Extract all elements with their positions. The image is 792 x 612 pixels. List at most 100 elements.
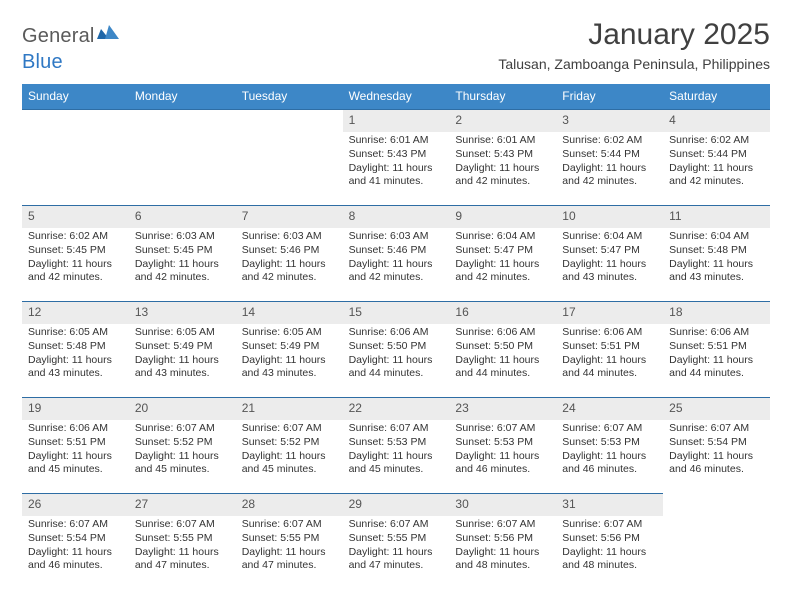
day-info: Sunrise: 6:02 AMSunset: 5:44 PMDaylight:…: [663, 132, 770, 193]
daylight-line: Daylight: 11 hours and 45 minutes.: [242, 450, 337, 478]
daylight-line: Daylight: 11 hours and 45 minutes.: [349, 450, 444, 478]
title-block: January 2025 Talusan, Zamboanga Peninsul…: [498, 18, 770, 72]
daylight-line: Daylight: 11 hours and 48 minutes.: [455, 546, 550, 574]
sunrise-line: Sunrise: 6:03 AM: [242, 230, 337, 244]
daylight-line: Daylight: 11 hours and 42 minutes.: [562, 162, 657, 190]
weekday-label: Saturday: [663, 84, 770, 109]
day-number: 26: [22, 494, 129, 516]
page-title: January 2025: [498, 18, 770, 52]
daylight-line: Daylight: 11 hours and 43 minutes.: [28, 354, 123, 382]
calendar-cell: 21Sunrise: 6:07 AMSunset: 5:52 PMDayligh…: [236, 397, 343, 483]
day-number: 20: [129, 398, 236, 420]
day-info: Sunrise: 6:02 AMSunset: 5:45 PMDaylight:…: [22, 228, 129, 289]
calendar-cell: 28Sunrise: 6:07 AMSunset: 5:55 PMDayligh…: [236, 493, 343, 579]
daylight-line: Daylight: 11 hours and 45 minutes.: [28, 450, 123, 478]
sunset-line: Sunset: 5:51 PM: [669, 340, 764, 354]
daylight-line: Daylight: 11 hours and 43 minutes.: [669, 258, 764, 286]
calendar-cell: 5Sunrise: 6:02 AMSunset: 5:45 PMDaylight…: [22, 205, 129, 291]
sunset-line: Sunset: 5:45 PM: [135, 244, 230, 258]
daylight-line: Daylight: 11 hours and 44 minutes.: [455, 354, 550, 382]
day-info: Sunrise: 6:06 AMSunset: 5:50 PMDaylight:…: [449, 324, 556, 385]
daylight-line: Daylight: 11 hours and 42 minutes.: [455, 258, 550, 286]
sunset-line: Sunset: 5:50 PM: [349, 340, 444, 354]
page-header: GeneralBlue January 2025 Talusan, Zamboa…: [22, 18, 770, 74]
day-info: Sunrise: 6:07 AMSunset: 5:55 PMDaylight:…: [236, 516, 343, 577]
calendar-cell-empty: [22, 109, 129, 195]
brand-part1: General: [22, 25, 95, 47]
sunrise-line: Sunrise: 6:07 AM: [135, 422, 230, 436]
day-number: 13: [129, 302, 236, 324]
sunset-line: Sunset: 5:45 PM: [28, 244, 123, 258]
day-info: Sunrise: 6:03 AMSunset: 5:46 PMDaylight:…: [236, 228, 343, 289]
sunrise-line: Sunrise: 6:06 AM: [562, 326, 657, 340]
sunrise-line: Sunrise: 6:05 AM: [242, 326, 337, 340]
calendar-cell: 22Sunrise: 6:07 AMSunset: 5:53 PMDayligh…: [343, 397, 450, 483]
day-number: 1: [343, 110, 450, 132]
sunrise-line: Sunrise: 6:06 AM: [28, 422, 123, 436]
day-number: 18: [663, 302, 770, 324]
sunrise-line: Sunrise: 6:03 AM: [349, 230, 444, 244]
day-info: Sunrise: 6:06 AMSunset: 5:51 PMDaylight:…: [22, 420, 129, 481]
day-info: Sunrise: 6:06 AMSunset: 5:50 PMDaylight:…: [343, 324, 450, 385]
calendar-cell-empty: [129, 109, 236, 195]
row-spacer: [22, 387, 770, 397]
calendar-cell: 10Sunrise: 6:04 AMSunset: 5:47 PMDayligh…: [556, 205, 663, 291]
calendar-cell: 20Sunrise: 6:07 AMSunset: 5:52 PMDayligh…: [129, 397, 236, 483]
daylight-line: Daylight: 11 hours and 42 minutes.: [242, 258, 337, 286]
day-number: 14: [236, 302, 343, 324]
calendar-cell: 27Sunrise: 6:07 AMSunset: 5:55 PMDayligh…: [129, 493, 236, 579]
day-number: 23: [449, 398, 556, 420]
day-info: Sunrise: 6:05 AMSunset: 5:49 PMDaylight:…: [129, 324, 236, 385]
calendar-cell: 11Sunrise: 6:04 AMSunset: 5:48 PMDayligh…: [663, 205, 770, 291]
sunset-line: Sunset: 5:52 PM: [242, 436, 337, 450]
sunset-line: Sunset: 5:46 PM: [242, 244, 337, 258]
day-number: 30: [449, 494, 556, 516]
day-info: Sunrise: 6:04 AMSunset: 5:47 PMDaylight:…: [556, 228, 663, 289]
sunset-line: Sunset: 5:49 PM: [135, 340, 230, 354]
calendar-page: GeneralBlue January 2025 Talusan, Zamboa…: [0, 0, 792, 579]
day-number: 17: [556, 302, 663, 324]
daylight-line: Daylight: 11 hours and 42 minutes.: [455, 162, 550, 190]
day-info: Sunrise: 6:07 AMSunset: 5:56 PMDaylight:…: [449, 516, 556, 577]
sunset-line: Sunset: 5:48 PM: [669, 244, 764, 258]
day-number: 6: [129, 206, 236, 228]
sunrise-line: Sunrise: 6:07 AM: [28, 518, 123, 532]
weekday-label: Monday: [129, 84, 236, 109]
daylight-line: Daylight: 11 hours and 46 minutes.: [455, 450, 550, 478]
weekday-label: Friday: [556, 84, 663, 109]
day-number: 10: [556, 206, 663, 228]
day-number: 16: [449, 302, 556, 324]
day-info: Sunrise: 6:06 AMSunset: 5:51 PMDaylight:…: [556, 324, 663, 385]
daylight-line: Daylight: 11 hours and 42 minutes.: [349, 258, 444, 286]
day-number: 27: [129, 494, 236, 516]
sunset-line: Sunset: 5:50 PM: [455, 340, 550, 354]
sunrise-line: Sunrise: 6:04 AM: [562, 230, 657, 244]
sunrise-line: Sunrise: 6:04 AM: [669, 230, 764, 244]
sunset-line: Sunset: 5:52 PM: [135, 436, 230, 450]
day-number: 15: [343, 302, 450, 324]
day-info: Sunrise: 6:07 AMSunset: 5:56 PMDaylight:…: [556, 516, 663, 577]
sunrise-line: Sunrise: 6:07 AM: [562, 518, 657, 532]
sunrise-line: Sunrise: 6:07 AM: [135, 518, 230, 532]
day-number: 29: [343, 494, 450, 516]
sunset-line: Sunset: 5:53 PM: [562, 436, 657, 450]
day-number: 12: [22, 302, 129, 324]
sunrise-line: Sunrise: 6:02 AM: [562, 134, 657, 148]
calendar-cell: 18Sunrise: 6:06 AMSunset: 5:51 PMDayligh…: [663, 301, 770, 387]
sunset-line: Sunset: 5:49 PM: [242, 340, 337, 354]
calendar-cell: 12Sunrise: 6:05 AMSunset: 5:48 PMDayligh…: [22, 301, 129, 387]
sunset-line: Sunset: 5:47 PM: [455, 244, 550, 258]
day-info: Sunrise: 6:05 AMSunset: 5:49 PMDaylight:…: [236, 324, 343, 385]
day-info: Sunrise: 6:07 AMSunset: 5:52 PMDaylight:…: [129, 420, 236, 481]
calendar-cell: 25Sunrise: 6:07 AMSunset: 5:54 PMDayligh…: [663, 397, 770, 483]
daylight-line: Daylight: 11 hours and 42 minutes.: [28, 258, 123, 286]
calendar-cell: 6Sunrise: 6:03 AMSunset: 5:45 PMDaylight…: [129, 205, 236, 291]
calendar-cell: 1Sunrise: 6:01 AMSunset: 5:43 PMDaylight…: [343, 109, 450, 195]
calendar-cell: 17Sunrise: 6:06 AMSunset: 5:51 PMDayligh…: [556, 301, 663, 387]
day-info: Sunrise: 6:04 AMSunset: 5:47 PMDaylight:…: [449, 228, 556, 289]
sunset-line: Sunset: 5:55 PM: [349, 532, 444, 546]
day-number: 8: [343, 206, 450, 228]
weekday-label: Tuesday: [236, 84, 343, 109]
sunset-line: Sunset: 5:53 PM: [349, 436, 444, 450]
day-info: Sunrise: 6:07 AMSunset: 5:52 PMDaylight:…: [236, 420, 343, 481]
